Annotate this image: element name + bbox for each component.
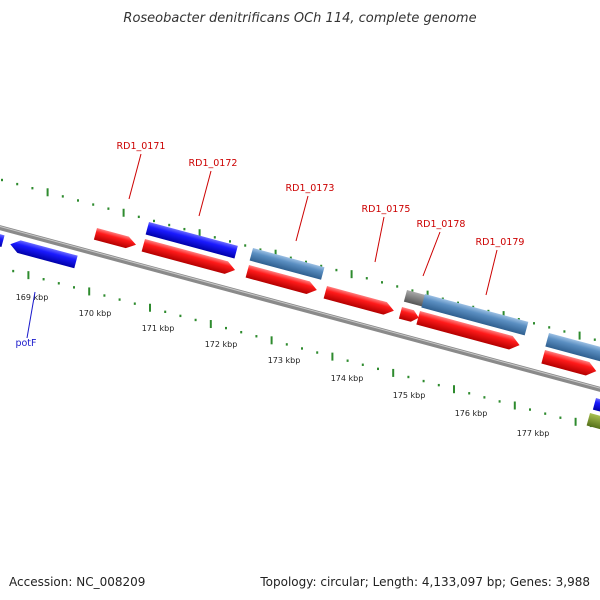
gene-label-connector: [295, 195, 309, 242]
gene-label-connector: [26, 291, 36, 339]
kbp-tick-label: 172 kbp: [205, 340, 238, 349]
kbp-tick-label: 170 kbp: [79, 309, 112, 318]
gene-gray-block[interactable]: [403, 290, 427, 307]
gene-olive-block[interactable]: [586, 413, 600, 430]
gene-red-forward[interactable]: [398, 307, 420, 324]
genome-summary-text: Topology: circular; Length: 4,133,097 bp…: [259, 575, 590, 589]
gene-label-connector: [128, 153, 142, 200]
gene-label[interactable]: RD1_0172: [189, 158, 238, 169]
kbp-tick-label: 177 kbp: [517, 429, 550, 438]
kbp-tick-label: 175 kbp: [393, 391, 426, 400]
gene-red-forward[interactable]: [245, 265, 319, 296]
kbp-tick-label: 171 kbp: [142, 324, 175, 333]
gene-red-forward[interactable]: [93, 228, 138, 251]
gene-label[interactable]: RD1_0179: [476, 237, 525, 248]
gene-red-forward[interactable]: [323, 286, 396, 317]
gene-label[interactable]: potF: [15, 338, 36, 349]
kbp-tick-label: 169 kbp: [16, 293, 49, 302]
gene-steel-block[interactable]: [545, 333, 600, 363]
gene-label-connector: [485, 249, 498, 296]
gene-label-layer: RD1_0171 RD1_0172 RD1_0173 RD1_0175 RD1_0178…: [15, 141, 524, 349]
kbp-tick-label: 176 kbp: [455, 409, 488, 418]
gene-blue-block[interactable]: [145, 222, 238, 259]
inner-tick-ring: 169 kbp 170 kbp 171 kbp 172 kbp 173 kbp 174 k…: [12, 269, 592, 438]
accession-text: Accession: NC_008209: [9, 575, 145, 589]
genome-backbone: [0, 225, 600, 392]
map-title: Roseobacter denitrificans OCh 114, compl…: [123, 11, 476, 26]
gene-blue-reverse[interactable]: [9, 238, 78, 269]
gene-red-forward[interactable]: [141, 239, 237, 276]
gene-steel-block[interactable]: [421, 294, 529, 336]
gene-label-connector: [374, 216, 385, 263]
gene-label[interactable]: RD1_0173: [286, 183, 335, 194]
gene-blue-block[interactable]: [0, 232, 5, 247]
gene-label[interactable]: RD1_0171: [117, 141, 166, 152]
gene-label-connector: [198, 170, 212, 217]
gene-label[interactable]: RD1_0175: [362, 204, 411, 215]
gene-label-connector: [422, 231, 441, 277]
gene-track: [0, 222, 600, 430]
gene-label[interactable]: RD1_0178: [417, 219, 466, 230]
gene-red-forward[interactable]: [416, 311, 521, 352]
kbp-tick-label: 174 kbp: [331, 374, 364, 383]
kbp-tick-label: 173 kbp: [268, 356, 301, 365]
genome-backbone-highlight: [0, 225, 600, 389]
gene-steel-block[interactable]: [249, 248, 325, 280]
gene-blue-block[interactable]: [592, 398, 600, 413]
gene-red-forward[interactable]: [541, 350, 598, 378]
